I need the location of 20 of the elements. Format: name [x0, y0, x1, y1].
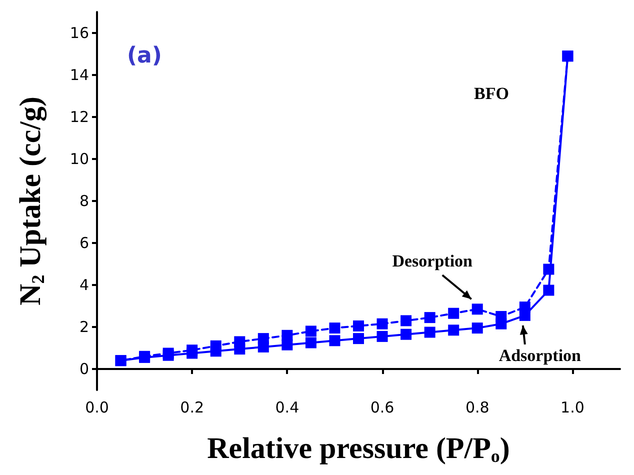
- x-tick-label: 0.2: [180, 398, 204, 416]
- x-tick-label: 0.8: [465, 398, 490, 416]
- x-tick-label: 1.0: [560, 398, 584, 416]
- y-axis-title: N2 Uptake (cc/g): [14, 96, 48, 306]
- y-tick-label: 6: [79, 234, 89, 252]
- y-tick-label: 0: [79, 360, 89, 378]
- y-tick-label: 10: [70, 150, 89, 168]
- annotation: Desorption: [392, 252, 474, 271]
- y-tick-label: 8: [79, 192, 89, 210]
- annotation: BFO: [474, 84, 509, 103]
- y-tick-label: 14: [70, 66, 89, 84]
- x-tick-label: 0.6: [370, 398, 394, 416]
- y-tick-label: 4: [79, 276, 89, 294]
- annotation: Adsorption: [498, 346, 582, 365]
- y-tick-label: 2: [79, 318, 89, 336]
- x-tick-label: 0.0: [85, 398, 109, 416]
- y-tick-label: 12: [70, 108, 89, 126]
- x-tick-label: 0.4: [275, 398, 300, 416]
- annotation: (a): [127, 44, 162, 68]
- y-tick-label: 16: [70, 24, 89, 42]
